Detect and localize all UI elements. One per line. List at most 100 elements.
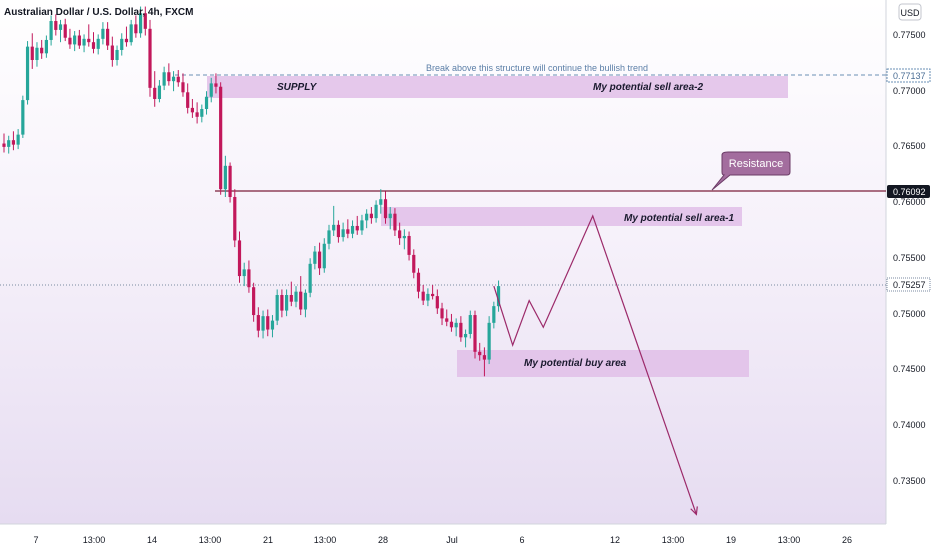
candle-body bbox=[237, 240, 242, 277]
price-axis-background[interactable] bbox=[886, 0, 932, 524]
candle-body bbox=[454, 322, 458, 328]
resistance-callout[interactable] bbox=[711, 151, 791, 191]
candle bbox=[365, 209, 369, 229]
sell-area-1-label: My potential sell area-1 bbox=[624, 213, 734, 224]
candle bbox=[228, 162, 232, 203]
candle-body bbox=[369, 213, 373, 219]
candle-body bbox=[360, 220, 364, 231]
candle-body bbox=[138, 13, 143, 34]
candle bbox=[25, 41, 30, 105]
candle-body bbox=[171, 76, 176, 82]
candle bbox=[134, 15, 138, 38]
time-tick: 7 bbox=[33, 535, 38, 545]
candle bbox=[162, 66, 166, 91]
currency-button-label: USD bbox=[900, 8, 920, 18]
candle bbox=[492, 301, 496, 329]
top-structure-price-label bbox=[886, 68, 931, 83]
candle-body bbox=[261, 316, 265, 331]
time-tick: 13:00 bbox=[83, 535, 106, 545]
candle-body bbox=[200, 109, 204, 117]
candle-body bbox=[87, 38, 91, 43]
current-price-label bbox=[886, 277, 931, 292]
candle bbox=[294, 286, 298, 308]
candle-body bbox=[120, 38, 124, 50]
candle bbox=[209, 77, 213, 103]
candle-body bbox=[162, 72, 166, 86]
candle bbox=[87, 24, 91, 47]
candle-body bbox=[336, 224, 341, 238]
candle-body bbox=[463, 333, 468, 338]
candle-body bbox=[186, 92, 190, 108]
candle bbox=[223, 155, 227, 197]
candle-body bbox=[101, 28, 105, 39]
price-tick: 0.74500 bbox=[893, 364, 926, 374]
candle bbox=[346, 219, 350, 239]
candle-body bbox=[153, 87, 157, 99]
candle-body bbox=[242, 269, 246, 277]
candle-body bbox=[487, 322, 491, 360]
candle bbox=[44, 35, 48, 58]
candle bbox=[473, 310, 477, 359]
resistance-price-label bbox=[887, 185, 930, 198]
candle bbox=[247, 260, 251, 293]
candle-body bbox=[317, 251, 322, 269]
candle-body bbox=[440, 308, 444, 319]
candle bbox=[124, 26, 129, 47]
candle-body bbox=[482, 355, 487, 360]
candle-body bbox=[285, 295, 289, 311]
candle bbox=[143, 6, 147, 36]
time-tick: 21 bbox=[263, 535, 273, 545]
candle bbox=[40, 39, 44, 59]
candle-body bbox=[115, 49, 119, 61]
symbol-title[interactable]: Australian Dollar / U.S. Dollar, 4h, FXC… bbox=[4, 7, 193, 18]
sell-area-1-zone[interactable] bbox=[381, 207, 742, 226]
price-tick: 0.77000 bbox=[893, 86, 926, 96]
candle-body bbox=[350, 225, 355, 234]
candle bbox=[327, 224, 331, 250]
candle bbox=[426, 288, 430, 307]
time-tick: 6 bbox=[519, 535, 524, 545]
projection-path[interactable] bbox=[493, 214, 697, 515]
candle bbox=[374, 200, 378, 223]
time-axis[interactable]: 7 13:00 14 13:00 21 13:00 28 Jul 6 12 13… bbox=[33, 535, 852, 545]
sell-area-2-label: My potential sell area-2 bbox=[593, 82, 703, 93]
candle-body bbox=[468, 315, 472, 334]
candle bbox=[176, 70, 180, 87]
candle-body bbox=[68, 37, 72, 45]
buy-area-zone[interactable] bbox=[457, 350, 749, 377]
candle bbox=[186, 83, 190, 114]
candle bbox=[398, 222, 402, 245]
time-tick: 19 bbox=[726, 535, 736, 545]
candle bbox=[416, 268, 421, 299]
candle-body bbox=[25, 46, 30, 101]
price-tick: 0.77500 bbox=[893, 30, 926, 40]
candle bbox=[383, 191, 388, 224]
candle-body bbox=[91, 42, 96, 49]
candle-body bbox=[275, 295, 279, 321]
supply-zone[interactable] bbox=[207, 76, 788, 98]
candle bbox=[214, 73, 218, 94]
candle bbox=[322, 238, 326, 273]
candle-body bbox=[167, 72, 171, 82]
candle bbox=[478, 342, 482, 361]
candle bbox=[7, 135, 11, 154]
candle bbox=[313, 245, 317, 270]
candle bbox=[77, 29, 81, 49]
candle-body bbox=[421, 291, 425, 301]
price-axis[interactable]: 0.77500 0.77000 0.76500 0.76000 0.75500 … bbox=[893, 30, 926, 486]
candle-body bbox=[341, 229, 345, 238]
supply-label: SUPPLY bbox=[277, 82, 318, 93]
candle bbox=[379, 189, 383, 214]
candle bbox=[336, 220, 341, 243]
candle bbox=[120, 33, 124, 56]
candle bbox=[242, 262, 246, 287]
time-axis-background[interactable] bbox=[0, 524, 932, 550]
candle bbox=[91, 32, 96, 54]
candle-body bbox=[459, 322, 463, 338]
candle bbox=[171, 71, 176, 92]
currency-button[interactable] bbox=[898, 3, 922, 21]
candle bbox=[317, 242, 322, 275]
candle-body bbox=[110, 45, 114, 61]
